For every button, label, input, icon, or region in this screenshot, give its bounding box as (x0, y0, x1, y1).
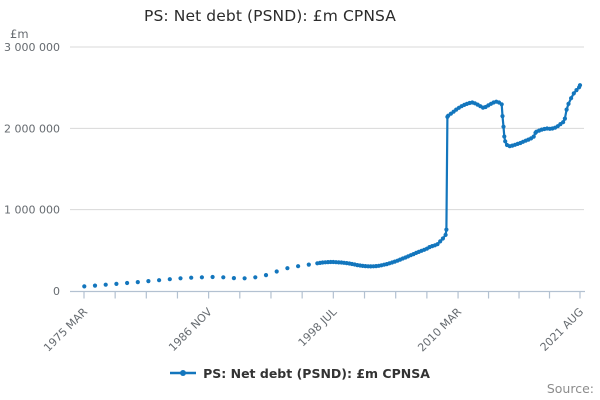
legend-marker-icon (170, 370, 197, 376)
svg-text:1975 MAR: 1975 MAR (41, 305, 90, 354)
svg-text:1998 JUL: 1998 JUL (296, 305, 340, 349)
svg-text:3 000 000: 3 000 000 (4, 41, 60, 54)
svg-text:2021 AUG: 2021 AUG (538, 305, 587, 354)
series-points (82, 83, 583, 289)
source-label: Source: (546, 381, 594, 396)
x-axis-ticks (83, 291, 581, 299)
svg-text:1986 NOV: 1986 NOV (166, 305, 215, 354)
gridlines (70, 46, 584, 211)
legend-series-label: PS: Net debt (PSND): £m CPNSA (203, 365, 430, 381)
svg-text:2010 MAR: 2010 MAR (415, 305, 464, 354)
series-line (316, 84, 582, 268)
svg-text:1 000 000: 1 000 000 (4, 204, 60, 217)
svg-text:2 000 000: 2 000 000 (4, 122, 60, 135)
chart-title: PS: Net debt (PSND): £m CPNSA (144, 7, 396, 25)
y-axis-unit-label: £m (10, 27, 29, 41)
svg-text:0: 0 (53, 285, 60, 298)
x-axis-tick-labels: 1975 MAR 1986 NOV 1998 JUL 2010 MAR 2021 AUG (41, 305, 586, 355)
legend-item[interactable]: PS: Net debt (PSND): £m CPNSA (0, 363, 600, 383)
y-axis-tick-labels: 0 1 000 000 2 000 000 3 000 000 (4, 41, 60, 298)
